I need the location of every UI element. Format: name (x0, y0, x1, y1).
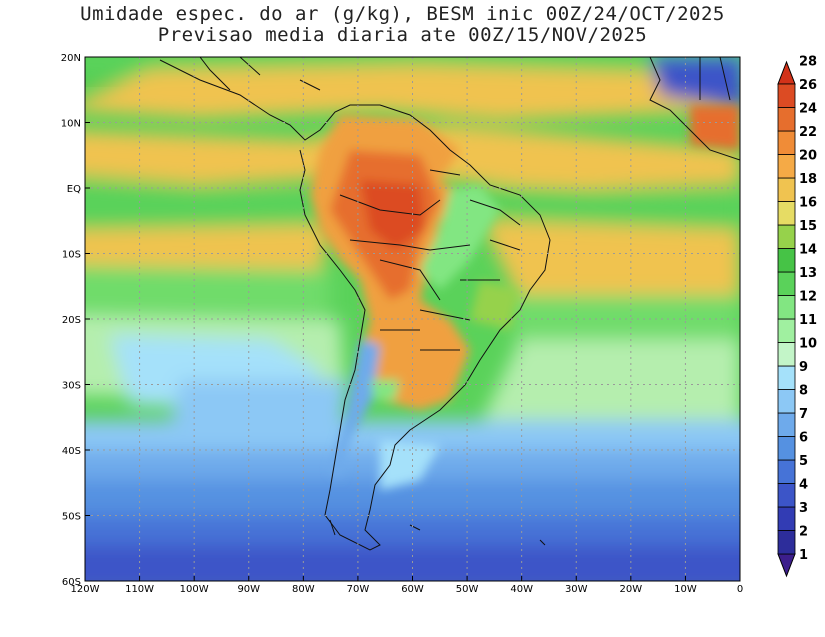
colorbar-segment (777, 342, 796, 367)
lat-label: 10S (62, 250, 81, 261)
lon-label: 80W (292, 584, 315, 595)
colorbar-label: 6 (799, 431, 808, 446)
map-title: Umidade espec. do ar (g/kg), BESM inic 0… (80, 3, 725, 25)
colorbar-segment (777, 412, 796, 437)
colorbar-label: 16 (799, 196, 817, 211)
lon-label: 100W (180, 584, 209, 595)
lon-label: 90W (237, 584, 260, 595)
colorbar-label: 4 (799, 478, 808, 493)
colorbar-label: 8 (799, 384, 808, 399)
colorbar-label: 24 (799, 102, 817, 117)
colorbar-segment (777, 365, 796, 390)
colorbar-label: 11 (799, 313, 817, 328)
colorbar-label: 7 (799, 407, 808, 422)
lon-label: 40W (510, 584, 533, 595)
lon-label: 120W (71, 584, 100, 595)
lat-label: EQ (67, 184, 81, 195)
colorbar-segment (777, 483, 796, 508)
colorbar-label: 18 (799, 172, 817, 187)
lon-label: 0 (737, 584, 743, 595)
colorbar-segment (777, 271, 796, 296)
colorbar-label: 20 (799, 149, 817, 164)
colorbar-segment (777, 248, 796, 273)
lon-label: 70W (347, 584, 370, 595)
colorbar-segment (777, 107, 796, 132)
lat-label: 30S (62, 381, 81, 392)
lon-label: 20W (620, 584, 643, 595)
lon-label: 10W (674, 584, 697, 595)
colorbar-label: 28 (799, 55, 817, 70)
lon-label: 60W (401, 584, 424, 595)
colorbar-min-triangle (777, 553, 796, 578)
colorbar-label: 22 (799, 125, 817, 140)
colorbar-label: 3 (799, 501, 808, 516)
colorbar-label: 9 (799, 360, 808, 375)
lat-label: 40S (62, 446, 81, 457)
colorbar-label: 26 (799, 78, 817, 93)
lat-label: 10N (61, 119, 81, 130)
colorbar-segment (777, 224, 796, 249)
lat-label: 60S (62, 577, 81, 588)
colorbar-segment (777, 436, 796, 461)
axis-labels: 120W 110W 100W 90W 80W 70W 60W 50W 40W 30W 20W 10W 0… (61, 53, 743, 595)
colorbar-segment (777, 130, 796, 155)
colorbar-label: 12 (799, 290, 817, 305)
coastlines (159, 57, 740, 551)
colorbar-segment (777, 506, 796, 531)
colorbar-segment (777, 459, 796, 484)
colorbar-label: 1 (799, 548, 808, 563)
lon-label: 30W (565, 584, 588, 595)
colorbar-segment (777, 389, 796, 414)
colorbar-segment (777, 83, 796, 108)
colorbar-label: 13 (799, 266, 817, 281)
colorbar-label: 10 (799, 337, 817, 352)
colorbar-segment (777, 295, 796, 320)
lat-label: 20S (62, 315, 81, 326)
lat-label: 20N (61, 53, 81, 64)
colorbar-max-triangle (777, 60, 796, 85)
colorbar-label: 15 (799, 219, 817, 234)
lon-label: 110W (125, 584, 154, 595)
map-subtitle: Previsao media diaria ate 00Z/15/NOV/202… (157, 24, 648, 46)
colorbar-segment (777, 177, 796, 202)
colorbar-segment (777, 530, 796, 555)
map-frame (84, 56, 741, 582)
colorbar-label: 5 (799, 454, 808, 469)
colorbar-label: 14 (799, 243, 817, 258)
humidity-field (85, 57, 740, 581)
colorbar-segment (777, 318, 796, 343)
colorbar-label: 2 (799, 525, 808, 540)
colorbar-segment (777, 154, 796, 179)
colorbar-segment (777, 201, 796, 226)
lon-label: 50W (456, 584, 479, 595)
lat-label: 50S (62, 512, 81, 523)
